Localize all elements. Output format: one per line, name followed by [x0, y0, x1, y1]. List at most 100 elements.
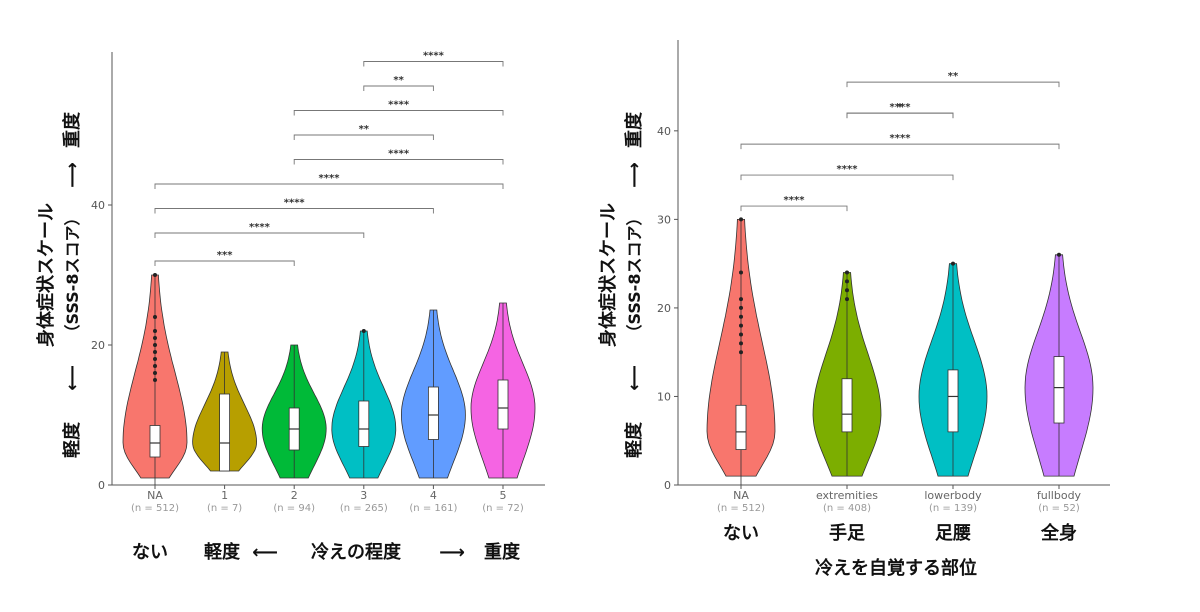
left-outlier-point — [153, 315, 157, 319]
right-sig-label: ** — [948, 71, 959, 82]
right-outlier-point — [739, 332, 743, 337]
left-outlier-point — [153, 336, 157, 340]
left-sig-label: **** — [284, 198, 306, 209]
right-outlier-point — [739, 217, 743, 222]
right-n-count: (n = 512) — [717, 503, 765, 514]
right-x-tick-label: fullbody — [1037, 489, 1082, 502]
right-y-low-label: 軽度 — [623, 421, 645, 458]
right-outlier-point — [739, 305, 743, 310]
left-x-tick-label: NA — [147, 489, 163, 502]
left-box-5 — [497, 379, 509, 430]
left-x-tick-label: 5 — [500, 489, 507, 502]
right-sig-bracket — [846, 112, 954, 119]
left-outlier-point — [153, 364, 157, 368]
left-y-high-label: 重度 — [61, 111, 83, 148]
right-n-count: (n = 52) — [1038, 503, 1080, 514]
left-n-count: (n = 94) — [273, 503, 315, 514]
left-x-axis-title-group: ない 軽度 ⟵ 冷えの程度 ⟶ 重度 — [132, 541, 521, 563]
right-outlier-point — [845, 270, 849, 275]
right-x-tick-label: NA — [733, 489, 749, 502]
left-x-tick-label: 1 — [221, 489, 228, 502]
right-n-count: (n = 408) — [823, 503, 871, 514]
left-outlier-point — [153, 378, 157, 382]
left-x-arrow-left: ⟵ — [252, 542, 278, 563]
left-outlier-point — [153, 350, 157, 354]
right-sig-label: **** — [890, 133, 912, 144]
right-box-lowerbody — [947, 369, 959, 433]
left-n-count: (n = 161) — [409, 503, 457, 514]
left-n-count: (n = 512) — [131, 503, 179, 514]
left-y-arrow-down: ⟵ — [62, 365, 83, 391]
left-box-1 — [219, 393, 231, 472]
right-violin-chart: 重度 ⟶ 身体症状スケール （SSS-8スコア） ⟵ 軽度 0 10 20 30 40 N… — [597, 40, 1110, 579]
left-outlier-point — [153, 357, 157, 361]
right-y-axis-title-group: 重度 ⟶ 身体症状スケール （SSS-8スコア） ⟵ 軽度 — [597, 111, 645, 458]
left-y-low-label: 軽度 — [61, 421, 83, 458]
left-y-tick-label: 40 — [91, 199, 105, 212]
left-n-count: (n = 265) — [340, 503, 388, 514]
right-x-tick-label: lowerbody — [924, 489, 982, 502]
right-outlier-point — [1057, 252, 1061, 257]
left-n-count: (n = 72) — [482, 503, 524, 514]
right-y-tick-label: 0 — [664, 479, 671, 492]
right-plot-area: 0 10 20 30 40 NA(n = 512) ない extremities(n = 40… — [657, 40, 1110, 544]
right-sig-label: * — [897, 102, 903, 113]
right-box-fullbody — [1053, 356, 1065, 424]
left-x-mild-label: 軽度 — [204, 541, 241, 563]
right-outlier-point — [845, 288, 849, 293]
left-x-tick-label: 3 — [360, 489, 367, 502]
right-y-high-label: 重度 — [623, 111, 645, 148]
right-x-ja-label: 足腰 — [935, 523, 971, 544]
left-x-severe-label: 重度 — [484, 541, 521, 563]
left-sig-bracket — [293, 159, 504, 165]
left-sig-label: ** — [359, 124, 370, 135]
right-y-tick-label: 30 — [657, 213, 671, 226]
left-box-3 — [358, 400, 370, 447]
left-sig-label: *** — [217, 250, 233, 261]
right-sig-bracket — [846, 81, 1060, 88]
left-sig-bracket — [293, 134, 434, 140]
right-outlier-point — [951, 261, 955, 266]
left-sig-label: ** — [393, 75, 404, 86]
right-outlier-point — [739, 297, 743, 302]
left-x-tick-label: 2 — [291, 489, 298, 502]
left-sig-label: **** — [388, 149, 410, 160]
left-sig-bracket — [154, 183, 504, 189]
left-y-tick-label: 0 — [98, 479, 105, 492]
right-sig-bracket — [846, 112, 954, 119]
left-sig-bracket — [293, 110, 504, 116]
left-y-title: 身体症状スケール — [35, 203, 57, 347]
left-x-tick-label: 4 — [430, 489, 437, 502]
right-sig-bracket — [740, 205, 848, 212]
right-y-arrow-up: ⟶ — [624, 162, 645, 188]
left-sig-label: **** — [249, 222, 271, 233]
left-box-NA — [149, 425, 161, 458]
left-x-title: 冷えの程度 — [311, 541, 402, 563]
right-y-tick-label: 40 — [657, 125, 671, 138]
left-outlier-point — [153, 329, 157, 333]
left-sig-label: **** — [319, 173, 341, 184]
left-sig-bracket — [154, 260, 295, 266]
right-y-tick-label: 10 — [657, 390, 671, 403]
right-x-ja-label: 手足 — [829, 522, 865, 544]
left-y-subtitle: （SSS-8スコア） — [63, 210, 82, 341]
left-y-axis-title-group: 重度 ⟶ 身体症状スケール （SSS-8スコア） ⟵ 軽度 — [35, 111, 83, 458]
right-outlier-point — [845, 297, 849, 302]
left-x-none-label: ない — [132, 542, 168, 563]
right-y-arrow-down: ⟵ — [624, 365, 645, 391]
left-sig-bracket — [154, 208, 434, 214]
left-outlier-point — [153, 343, 157, 347]
left-n-count: (n = 7) — [207, 503, 242, 514]
left-y-arrow-up: ⟶ — [62, 162, 83, 188]
right-x-ja-label: ない — [723, 523, 759, 544]
left-outlier-point — [153, 273, 157, 277]
left-violin-chart: 重度 ⟶ 身体症状スケール （SSS-8スコア） ⟵ 軽度 02040NA(n … — [35, 51, 545, 563]
right-outlier-point — [845, 279, 849, 284]
left-x-arrow-right: ⟶ — [439, 542, 465, 563]
right-x-title: 冷えを自覚する部位 — [815, 557, 977, 579]
right-box-extremities — [841, 378, 853, 433]
left-sig-bracket — [154, 232, 365, 238]
left-plot-area: 0 20 40 NA(n = 512) 1(n = 7) 2(n = 94) 3(n = 2… — [91, 51, 545, 514]
left-y-tick-label: 20 — [91, 339, 105, 352]
right-sig-label: **** — [837, 164, 859, 175]
